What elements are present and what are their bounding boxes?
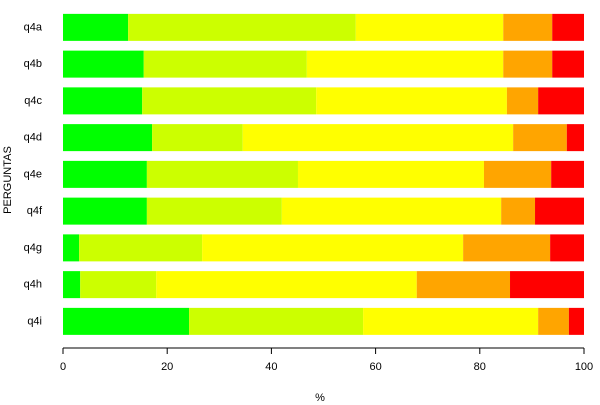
bar-segment bbox=[242, 124, 514, 152]
y-axis-label: PERGUNTAS bbox=[2, 146, 14, 214]
bar-segment bbox=[128, 13, 356, 41]
x-tick-label: 80 bbox=[474, 361, 486, 373]
y-tick-label: q4h bbox=[24, 279, 42, 291]
bar-segment bbox=[552, 13, 584, 41]
bar-segment bbox=[80, 271, 157, 299]
x-tick-label: 20 bbox=[161, 361, 173, 373]
bar-segment bbox=[316, 87, 507, 115]
bar-segment bbox=[146, 160, 298, 188]
bar-segment bbox=[355, 13, 504, 41]
bar-segment bbox=[510, 271, 584, 299]
bar-segment bbox=[281, 197, 502, 225]
bar-segment bbox=[156, 271, 417, 299]
y-tick-label: q4b bbox=[24, 58, 42, 70]
bar-segment bbox=[146, 197, 282, 225]
bar-segment bbox=[63, 271, 81, 299]
bar-segment bbox=[63, 87, 143, 115]
y-tick-label: q4e bbox=[24, 168, 42, 180]
x-tick-label: 100 bbox=[575, 361, 593, 373]
bar-segment bbox=[568, 307, 584, 335]
bar-segment bbox=[143, 50, 307, 78]
bar-segment bbox=[416, 271, 511, 299]
x-tick-label: 60 bbox=[369, 361, 381, 373]
bar-segment bbox=[463, 234, 551, 262]
bar-segment bbox=[142, 87, 317, 115]
bar-segment bbox=[503, 13, 553, 41]
bar-segment bbox=[535, 197, 584, 225]
bar-segment bbox=[63, 307, 190, 335]
bar-segment bbox=[552, 50, 584, 78]
bar-segment bbox=[363, 307, 539, 335]
bar-segment bbox=[566, 124, 584, 152]
x-tick-label: 0 bbox=[60, 361, 66, 373]
bar-segment bbox=[297, 160, 484, 188]
bar-segment bbox=[483, 160, 552, 188]
y-tick-label: q4c bbox=[24, 95, 42, 107]
bar-segment bbox=[63, 197, 147, 225]
bar-segment bbox=[189, 307, 364, 335]
y-tick-label: q4f bbox=[27, 205, 43, 217]
bar-segment bbox=[551, 160, 584, 188]
y-tick-label: q4g bbox=[24, 242, 42, 254]
bar-segment bbox=[538, 87, 584, 115]
bar-segment bbox=[550, 234, 584, 262]
x-axis-label: % bbox=[315, 392, 325, 404]
y-tick-label: q4d bbox=[24, 132, 42, 144]
x-tick-label: 40 bbox=[265, 361, 277, 373]
y-tick-label: q4i bbox=[27, 315, 42, 327]
bar-segment bbox=[63, 234, 80, 262]
bar-segment bbox=[152, 124, 243, 152]
bar-segment bbox=[79, 234, 203, 262]
bar-segment bbox=[513, 124, 567, 152]
bar-segment bbox=[63, 50, 144, 78]
bar-segment bbox=[501, 197, 536, 225]
y-tick-label: q4a bbox=[24, 21, 43, 33]
bar-segment bbox=[506, 87, 539, 115]
bar-segment bbox=[63, 124, 153, 152]
bar-segment bbox=[538, 307, 569, 335]
bar-segment bbox=[63, 160, 147, 188]
bar-segment bbox=[63, 13, 129, 41]
bar-segment bbox=[503, 50, 553, 78]
bar-segment bbox=[306, 50, 504, 78]
bar-segment bbox=[202, 234, 464, 262]
